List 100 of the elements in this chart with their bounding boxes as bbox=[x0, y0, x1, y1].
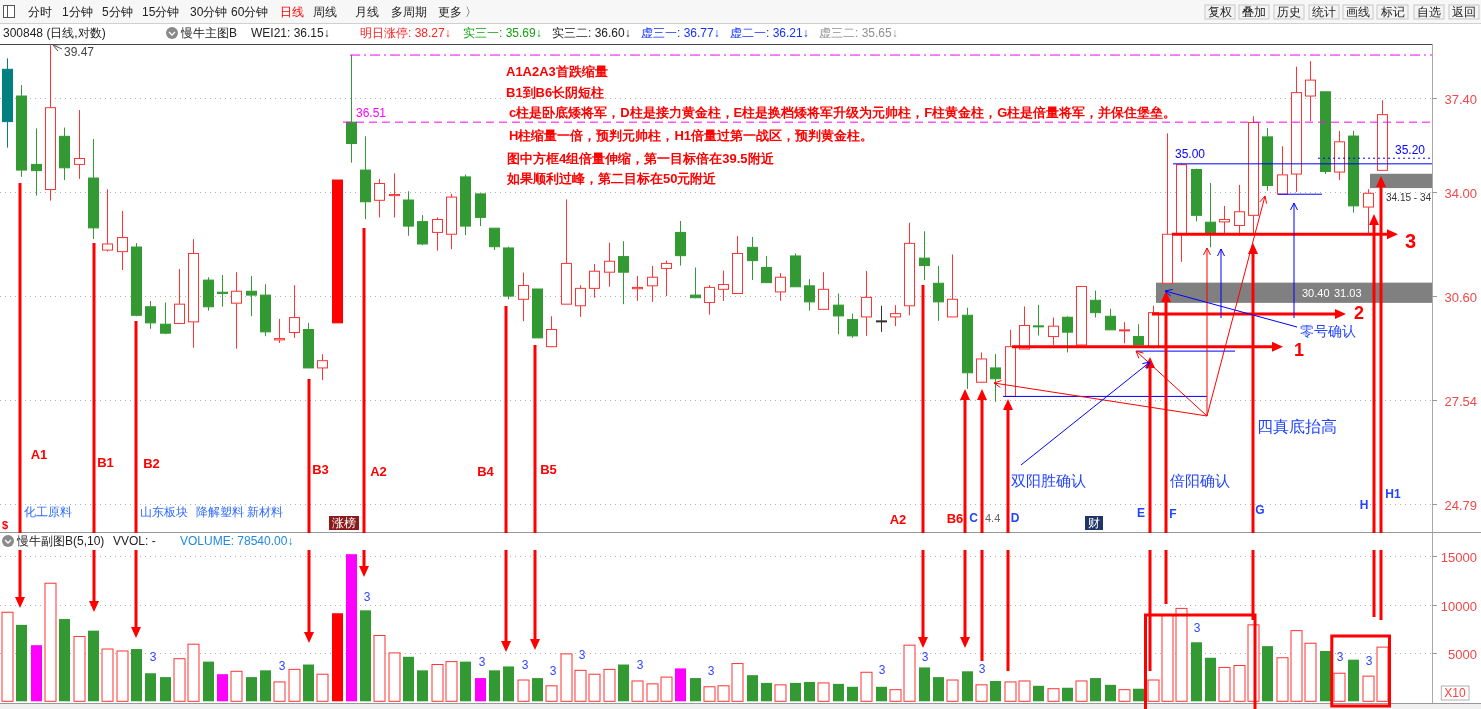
annotation: 双阳胜确认 bbox=[1011, 471, 1086, 489]
candlestick bbox=[489, 227, 500, 251]
candlestick bbox=[246, 275, 257, 317]
candlestick bbox=[861, 270, 872, 337]
annotation: 财 bbox=[1088, 516, 1100, 530]
bar bbox=[876, 686, 887, 702]
candlestick bbox=[231, 271, 242, 350]
bar bbox=[388, 652, 401, 702]
bar bbox=[360, 610, 371, 702]
annotation: H柱缩量一倍，预判元帅柱，H1倍量过第一战区，预判黄金柱。 bbox=[509, 127, 874, 143]
bar bbox=[1133, 688, 1144, 702]
annotation: 零号确认 bbox=[1300, 323, 1356, 339]
candlestick bbox=[317, 353, 328, 381]
annotation: F bbox=[1169, 507, 1177, 521]
bar bbox=[16, 624, 27, 702]
text: 虚三一: 36.77↓ bbox=[641, 26, 720, 40]
annotation: 3 bbox=[1193, 621, 1201, 635]
annotation: 3 bbox=[549, 664, 557, 678]
bar bbox=[1333, 672, 1346, 702]
candlestick bbox=[804, 278, 815, 312]
bar bbox=[532, 678, 543, 702]
bar bbox=[761, 682, 772, 702]
candlestick bbox=[31, 127, 42, 197]
annotation: $ bbox=[1, 519, 9, 531]
bar bbox=[1205, 657, 1216, 702]
y-tick-label: 34.00 bbox=[1444, 185, 1477, 200]
annotation: D bbox=[1010, 511, 1020, 525]
candlestick bbox=[260, 283, 271, 337]
candlestick bbox=[933, 265, 944, 322]
candlestick bbox=[1248, 115, 1259, 236]
candlestick bbox=[589, 263, 600, 299]
candlestick bbox=[947, 253, 958, 318]
candlestick bbox=[661, 260, 672, 297]
annotation: 4.4 bbox=[985, 512, 1001, 524]
text: 复权 bbox=[1208, 5, 1232, 19]
candlestick bbox=[518, 272, 529, 322]
bar bbox=[817, 682, 830, 702]
bar bbox=[1218, 666, 1231, 702]
annotation: H1 bbox=[1385, 487, 1401, 501]
annotation: 3 bbox=[1405, 230, 1417, 252]
candlestick bbox=[389, 172, 400, 218]
annotation: VVOL: - bbox=[113, 534, 156, 548]
candlestick bbox=[632, 275, 643, 302]
annotation: 3 bbox=[878, 663, 886, 677]
candlestick bbox=[575, 284, 586, 318]
candlestick bbox=[174, 268, 185, 325]
candlestick bbox=[919, 230, 930, 281]
bar bbox=[59, 619, 70, 702]
candlestick bbox=[1119, 321, 1130, 344]
candlestick bbox=[360, 135, 371, 220]
text: WEI21: 36.15↓ bbox=[251, 26, 330, 40]
annotation: C bbox=[969, 511, 979, 525]
text: 1分钟 bbox=[62, 5, 93, 19]
annotation: 3 bbox=[278, 659, 286, 673]
bar bbox=[675, 668, 686, 702]
bar bbox=[774, 684, 787, 702]
candlestick bbox=[1334, 130, 1345, 181]
y-tick-label: 15000 bbox=[1440, 549, 1477, 564]
text: 分时 bbox=[28, 5, 52, 19]
candlestick bbox=[446, 193, 457, 250]
annotation: VOLUME: 78540.00↓ bbox=[180, 534, 294, 548]
candlestick bbox=[1176, 164, 1187, 263]
bar bbox=[946, 679, 959, 702]
text: 虚二一: 36.21↓ bbox=[730, 26, 809, 40]
text: 虚三二: 35.65↓ bbox=[819, 26, 898, 40]
bar bbox=[1047, 688, 1060, 702]
annotation: 31.03 bbox=[1334, 287, 1362, 299]
bar bbox=[303, 664, 314, 702]
annotation: 化工原料 bbox=[24, 505, 72, 519]
annotation: 3 bbox=[978, 662, 986, 676]
y-tick-label: 30.60 bbox=[1444, 289, 1477, 304]
annotation: c柱是卧底矮将军，D柱是接力黄金柱，E柱是换档矮将军升级为元帅柱，F柱黄金柱，G柱是倍量将军，并保住堡垒。 bbox=[509, 104, 1177, 120]
bar bbox=[101, 648, 114, 702]
text: 标记 bbox=[1380, 5, 1405, 19]
candlestick bbox=[1262, 127, 1273, 192]
text: 返回 bbox=[1452, 5, 1476, 19]
bar bbox=[690, 678, 701, 702]
annotation: 3 bbox=[149, 650, 157, 664]
candlestick bbox=[990, 353, 1001, 403]
bar bbox=[489, 670, 500, 702]
bar bbox=[1090, 678, 1101, 702]
bar bbox=[116, 650, 129, 702]
bar bbox=[332, 613, 343, 702]
annotation: 1 bbox=[1294, 340, 1305, 360]
candlestick bbox=[1133, 323, 1144, 346]
bar bbox=[747, 675, 758, 702]
candlestick bbox=[59, 127, 70, 181]
annotation: 2 bbox=[1354, 302, 1365, 323]
bar bbox=[73, 635, 86, 702]
candlestick bbox=[1305, 60, 1316, 122]
annotation: 3 bbox=[921, 650, 929, 664]
candlestick bbox=[74, 109, 85, 180]
text: 实三一: 35.69↓ bbox=[463, 26, 542, 40]
annotation: 倍阳确认 bbox=[1170, 471, 1230, 489]
candlestick bbox=[289, 284, 300, 339]
bar bbox=[545, 685, 558, 702]
text: 画线 bbox=[1346, 5, 1370, 19]
bar bbox=[517, 679, 530, 702]
candlestick bbox=[346, 54, 357, 164]
candlestick bbox=[1033, 304, 1044, 337]
